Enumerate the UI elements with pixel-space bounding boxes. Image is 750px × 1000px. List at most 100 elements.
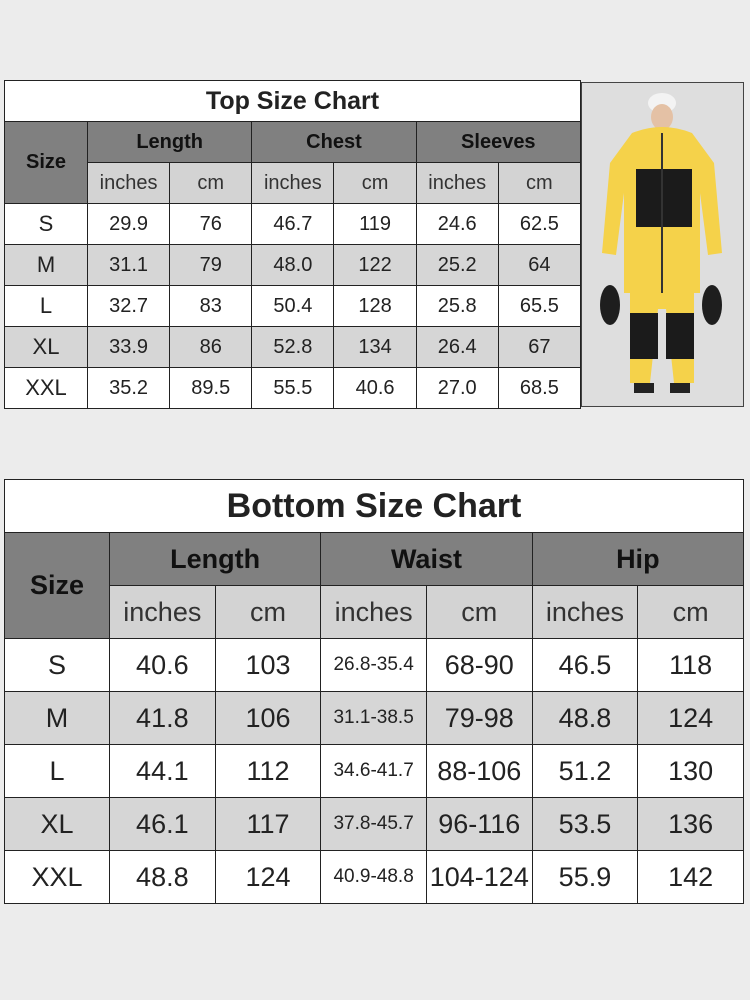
value-cell: 31.1-38.5 [320,691,427,745]
value-cell: 24.6 [415,203,499,245]
unit-header-inches: inches [251,162,335,204]
value-cell: 40.6 [333,367,417,409]
table-row: L 32.7 83 50.4 128 25.8 65.5 [4,285,582,327]
value-cell: 46.7 [251,203,335,245]
group-header-sleeves: Sleeves [415,121,582,163]
size-header: Size [4,121,88,204]
value-cell: 48.8 [109,850,216,904]
value-cell: 83 [169,285,253,327]
size-cell: M [4,244,88,286]
value-cell: 88-106 [425,744,533,798]
value-cell: 122 [333,244,417,286]
value-cell: 26.8-35.4 [320,638,427,692]
table-row: M 41.8 106 31.1-38.5 79-98 48.8 124 [4,691,744,745]
value-cell: 134 [333,326,417,368]
unit-header-inches: inches [320,585,427,639]
value-cell: 89.5 [169,367,253,409]
value-cell: 104-124 [425,850,533,904]
value-cell: 53.5 [531,797,639,851]
value-cell: 106 [214,691,322,745]
value-cell: 27.0 [415,367,499,409]
value-cell: 25.2 [415,244,499,286]
value-cell: 55.9 [531,850,639,904]
value-cell: 65.5 [497,285,582,327]
value-cell: 128 [333,285,417,327]
unit-header-cm: cm [214,585,322,639]
top-size-chart: Top Size Chart Size Length Chest Sleeves… [4,80,582,409]
value-cell: 79 [169,244,253,286]
value-cell: 48.8 [531,691,639,745]
size-cell: L [4,285,88,327]
size-cell: XXL [4,850,110,904]
unit-header-inches: inches [86,162,171,204]
value-cell: 41.8 [109,691,216,745]
value-cell: 50.4 [251,285,335,327]
size-cell: XXL [4,367,88,409]
top-chart-title: Top Size Chart [4,80,581,122]
value-cell: 119 [333,203,417,245]
value-cell: 48.0 [251,244,335,286]
table-row: L 44.1 112 34.6-41.7 88-106 51.2 130 [4,744,744,798]
value-cell: 124 [214,850,322,904]
unit-header-inches: inches [415,162,499,204]
value-cell: 33.9 [86,326,171,368]
value-cell: 40.6 [109,638,216,692]
unit-header-inches: inches [109,585,216,639]
value-cell: 124 [637,691,744,745]
unit-header-cm: cm [169,162,253,204]
value-cell: 51.2 [531,744,639,798]
value-cell: 55.5 [251,367,335,409]
bottom-size-chart: Bottom Size Chart Size Length Waist Hip … [4,479,745,904]
table-row: M 31.1 79 48.0 122 25.2 64 [4,244,582,286]
table-row: S 40.6 103 26.8-35.4 68-90 46.5 118 [4,638,744,692]
table-row: XL 33.9 86 52.8 134 26.4 67 [4,326,582,368]
value-cell: 64 [497,244,582,286]
unit-row: inches cm inches cm inches cm [5,585,744,639]
value-cell: 130 [637,744,744,798]
value-cell: 34.6-41.7 [320,744,427,798]
value-cell: 32.7 [86,285,171,327]
value-cell: 44.1 [109,744,216,798]
value-cell: 142 [637,850,744,904]
value-cell: 29.9 [86,203,171,245]
value-cell: 117 [214,797,322,851]
model-in-ski-suit-icon [582,83,742,405]
value-cell: 103 [214,638,322,692]
table-row: XXL 48.8 124 40.9-48.8 104-124 55.9 142 [4,850,744,904]
value-cell: 37.8-45.7 [320,797,427,851]
size-cell: S [4,203,88,245]
unit-header-cm: cm [333,162,417,204]
value-cell: 31.1 [86,244,171,286]
value-cell: 46.1 [109,797,216,851]
value-cell: 26.4 [415,326,499,368]
value-cell: 25.8 [415,285,499,327]
group-header-length: Length [86,121,253,163]
value-cell: 40.9-48.8 [320,850,427,904]
value-cell: 76 [169,203,253,245]
unit-header-cm: cm [497,162,582,204]
bottom-chart-title: Bottom Size Chart [4,479,744,533]
value-cell: 46.5 [531,638,639,692]
group-header-chest: Chest [251,121,417,163]
value-cell: 52.8 [251,326,335,368]
size-header: Size [4,532,110,639]
value-cell: 68.5 [497,367,582,409]
value-cell: 112 [214,744,322,798]
value-cell: 62.5 [497,203,582,245]
value-cell: 86 [169,326,253,368]
size-cell: XL [4,326,88,368]
value-cell: 118 [637,638,744,692]
value-cell: 96-116 [425,797,533,851]
group-header-hip: Hip [531,532,745,586]
value-cell: 136 [637,797,744,851]
size-cell: L [4,744,110,798]
unit-header-cm: cm [637,585,744,639]
product-photo [581,82,744,407]
table-row: XL 46.1 117 37.8-45.7 96-116 53.5 136 [4,797,744,851]
group-header-waist: Waist [320,532,533,586]
size-cell: S [4,638,110,692]
unit-row: inches cm inches cm inches cm [5,162,582,204]
table-row: XXL 35.2 89.5 55.5 40.6 27.0 68.5 [4,367,582,409]
unit-header-cm: cm [425,585,533,639]
value-cell: 67 [497,326,582,368]
